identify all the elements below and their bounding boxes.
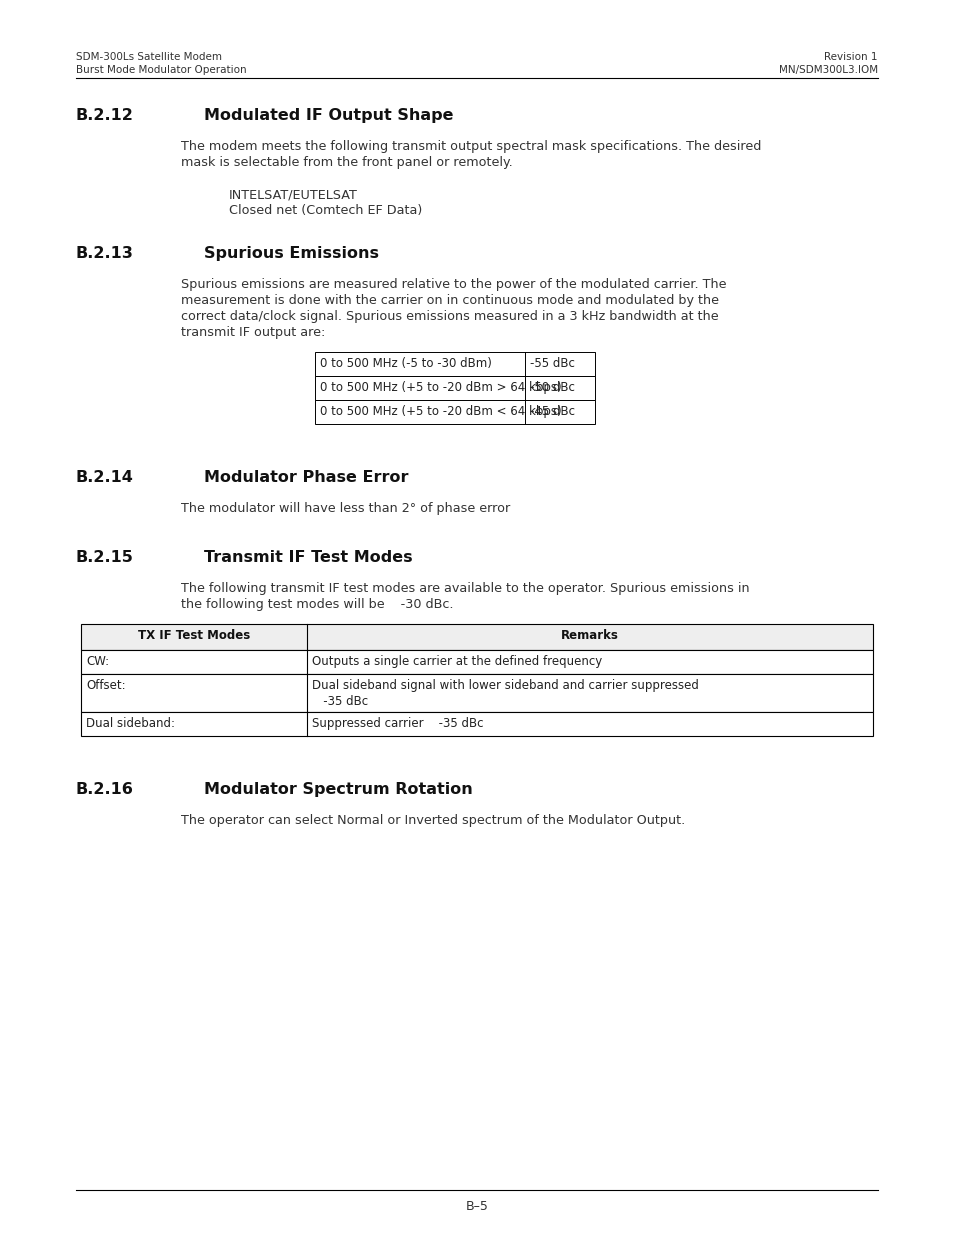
Text: B.2.12: B.2.12 [76, 107, 133, 124]
Bar [81, 624, 872, 650]
Text: B.2.15: B.2.15 [76, 550, 133, 564]
Text: The modem meets the following transmit output spectral mask specifications. The : The modem meets the following transmit o… [181, 140, 760, 153]
Text: -55 dBc: -55 dBc [530, 357, 575, 370]
Bar [81, 674, 872, 713]
Text: Offset:: Offset: [86, 679, 126, 692]
Text: -45 dBc: -45 dBc [530, 405, 575, 417]
Text: Suppressed carrier    -35 dBc: Suppressed carrier -35 dBc [312, 718, 483, 730]
Bar [81, 713, 872, 736]
Text: Modulator Phase Error: Modulator Phase Error [204, 471, 408, 485]
Text: 0 to 500 MHz (-5 to -30 dBm): 0 to 500 MHz (-5 to -30 dBm) [319, 357, 492, 370]
Text: measurement is done with the carrier on in continuous mode and modulated by the: measurement is done with the carrier on … [181, 294, 719, 308]
Bar [81, 650, 872, 674]
Text: Dual sideband:: Dual sideband: [86, 718, 174, 730]
Text: 0 to 500 MHz (+5 to -20 dBm < 64 kbps): 0 to 500 MHz (+5 to -20 dBm < 64 kbps) [319, 405, 561, 417]
Text: The modulator will have less than 2° of phase error: The modulator will have less than 2° of … [181, 501, 510, 515]
Text: The operator can select Normal or Inverted spectrum of the Modulator Output.: The operator can select Normal or Invert… [181, 814, 684, 827]
Text: B–5: B–5 [465, 1200, 488, 1213]
Text: B.2.16: B.2.16 [76, 782, 133, 797]
Text: Modulated IF Output Shape: Modulated IF Output Shape [204, 107, 453, 124]
Text: Spurious emissions are measured relative to the power of the modulated carrier. : Spurious emissions are measured relative… [181, 278, 726, 291]
Text: Outputs a single carrier at the defined frequency: Outputs a single carrier at the defined … [312, 655, 601, 668]
Text: Remarks: Remarks [560, 629, 618, 642]
Text: TX IF Test Modes: TX IF Test Modes [137, 629, 250, 642]
Text: The following transmit IF test modes are available to the operator. Spurious emi: The following transmit IF test modes are… [181, 582, 749, 595]
Text: Closed net (Comtech EF Data): Closed net (Comtech EF Data) [229, 204, 422, 217]
Text: SDM-300Ls Satellite Modem: SDM-300Ls Satellite Modem [76, 52, 222, 62]
Text: the following test modes will be    -30 dBc.: the following test modes will be -30 dBc… [181, 598, 453, 611]
Text: Burst Mode Modulator Operation: Burst Mode Modulator Operation [76, 65, 247, 75]
Text: MN/SDM300L3.IOM: MN/SDM300L3.IOM [778, 65, 877, 75]
Bar [314, 400, 595, 424]
Text: 0 to 500 MHz (+5 to -20 dBm > 64 kbps): 0 to 500 MHz (+5 to -20 dBm > 64 kbps) [319, 382, 561, 394]
Text: Dual sideband signal with lower sideband and carrier suppressed
   -35 dBc: Dual sideband signal with lower sideband… [312, 679, 698, 708]
Text: Revision 1: Revision 1 [823, 52, 877, 62]
Text: B.2.14: B.2.14 [76, 471, 133, 485]
Bar [314, 352, 595, 375]
Text: correct data/clock signal. Spurious emissions measured in a 3 kHz bandwidth at t: correct data/clock signal. Spurious emis… [181, 310, 718, 324]
Text: INTELSAT/EUTELSAT: INTELSAT/EUTELSAT [229, 188, 357, 201]
Text: transmit IF output are:: transmit IF output are: [181, 326, 325, 338]
Text: -50 dBc: -50 dBc [530, 382, 575, 394]
Text: Spurious Emissions: Spurious Emissions [204, 246, 378, 261]
Text: B.2.13: B.2.13 [76, 246, 133, 261]
Text: Modulator Spectrum Rotation: Modulator Spectrum Rotation [204, 782, 473, 797]
Bar [314, 375, 595, 400]
Text: mask is selectable from the front panel or remotely.: mask is selectable from the front panel … [181, 156, 512, 169]
Text: CW:: CW: [86, 655, 109, 668]
Text: Transmit IF Test Modes: Transmit IF Test Modes [204, 550, 413, 564]
